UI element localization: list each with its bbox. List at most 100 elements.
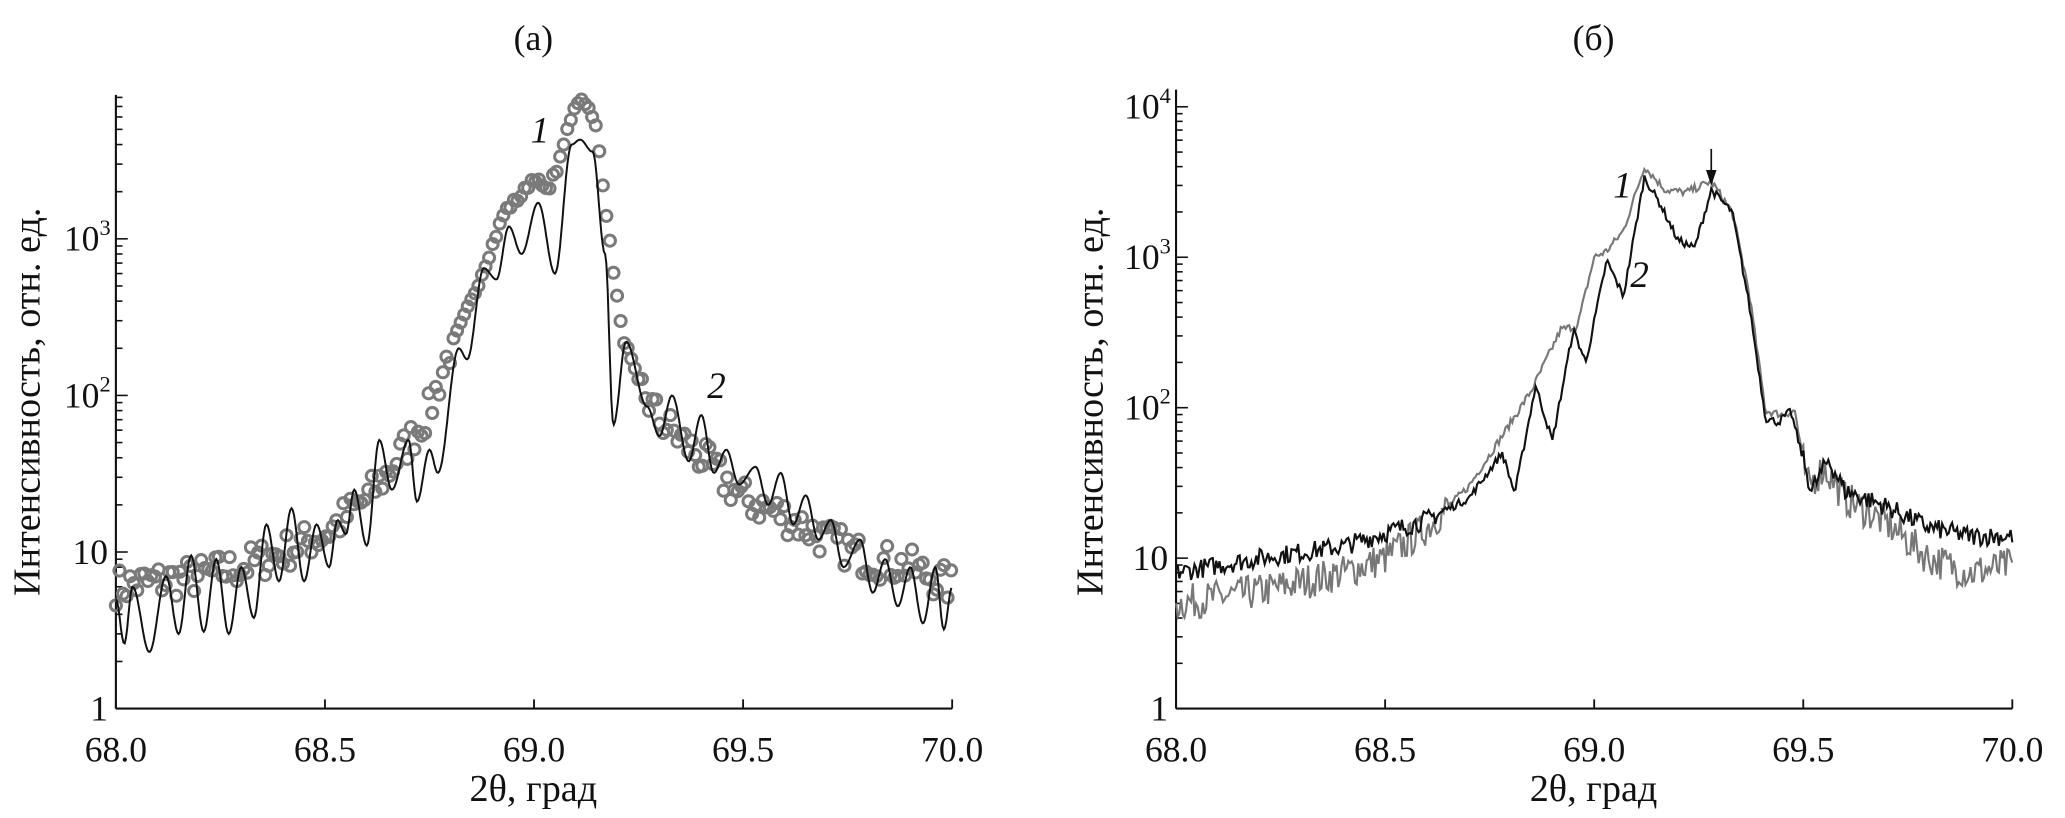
- x-tick-label: 69.0: [503, 729, 565, 769]
- data-point-series-1: [247, 553, 262, 568]
- data-point-series-1: [794, 510, 809, 525]
- data-point-series-1: [183, 558, 198, 573]
- data-point-series-1: [752, 510, 767, 525]
- data-point-series-1: [187, 583, 202, 599]
- data-point-series-1: [851, 532, 866, 547]
- data-point-series-1: [119, 589, 134, 604]
- y-tick-label: 103: [64, 215, 111, 259]
- x-tick-label: 69.5: [1772, 729, 1834, 769]
- panel-a: (а) 2θ, град Интенсивность, отн. ед. 1 2…: [7, 18, 984, 810]
- data-point-series-1: [659, 422, 674, 437]
- data-point-series-1: [485, 236, 500, 252]
- data-point-series-1: [496, 208, 511, 223]
- data-point-series-1: [944, 563, 959, 578]
- panel-b: (б) 2θ, град Интенсивность, отн. ед. 1 2…: [1069, 18, 2043, 810]
- data-point-series-1: [368, 484, 383, 499]
- y-tick-label: 1: [1150, 688, 1168, 728]
- panel-a-series-1-label: 1: [531, 109, 549, 150]
- panel-b-label: (б): [1573, 18, 1615, 58]
- data-point-series-1: [425, 405, 440, 421]
- data-point-series-1: [609, 288, 625, 303]
- data-point-series-1: [592, 144, 607, 159]
- panel-b-series-2-label: 2: [1630, 254, 1648, 295]
- y-tick-label: 104: [1124, 83, 1171, 127]
- data-point-series-1: [389, 456, 404, 471]
- data-point-series-1: [908, 565, 923, 580]
- data-point-series-1: [940, 590, 955, 605]
- data-point-series-1: [777, 499, 792, 514]
- data-point-series-1: [641, 403, 657, 418]
- data-point-series-1: [418, 426, 433, 441]
- data-point-series-1: [880, 539, 895, 554]
- data-point-series-1: [915, 555, 930, 570]
- series-2-line: [1175, 175, 2014, 581]
- data-point-series-1: [222, 550, 237, 565]
- data-point-series-1: [737, 475, 753, 490]
- data-point-series-1: [894, 551, 909, 566]
- panel-b-y-axis-label: Интенсивность, отн. ед.: [1069, 208, 1111, 596]
- panel-a-series-2-label: 2: [707, 365, 725, 406]
- panel-b-x-axis-label: 2θ, град: [1530, 768, 1658, 810]
- data-point-series-1: [428, 379, 443, 394]
- y-tick-label: 10: [1133, 538, 1169, 578]
- data-point-series-1: [688, 448, 703, 463]
- y-tick-label: 102: [1124, 384, 1171, 428]
- x-tick-label: 68.5: [1354, 729, 1416, 769]
- data-point-series-1: [147, 569, 163, 584]
- data-point-series-1: [929, 582, 944, 597]
- data-point-series-1: [595, 178, 610, 193]
- data-point-series-1: [339, 509, 354, 525]
- x-tick-label: 68.0: [85, 729, 147, 769]
- data-point-series-1: [599, 208, 614, 223]
- data-point-series-1: [407, 442, 422, 457]
- panel-b-series-1-label: 1: [1613, 165, 1631, 206]
- y-tick-label: 102: [64, 371, 111, 415]
- data-point-series-1: [375, 481, 390, 496]
- data-point-series-1: [588, 118, 603, 133]
- x-tick-label: 68.0: [1145, 729, 1207, 769]
- data-point-series-1: [801, 532, 816, 547]
- data-point-series-1: [812, 544, 827, 559]
- data-point-series-1: [542, 181, 557, 196]
- data-point-series-1: [634, 371, 649, 387]
- data-point-series-1: [442, 356, 458, 371]
- series-2-line: [115, 138, 953, 653]
- y-tick-label: 10: [72, 532, 108, 572]
- data-point-series-1: [112, 563, 127, 578]
- data-point-series-1: [176, 572, 191, 587]
- data-point-series-1: [172, 564, 187, 579]
- x-tick-label: 68.5: [294, 729, 356, 769]
- data-point-series-1: [663, 408, 678, 423]
- data-point-series-1: [489, 229, 504, 244]
- data-point-series-1: [869, 569, 884, 584]
- data-point-series-1: [364, 468, 379, 483]
- data-point-series-1: [602, 233, 617, 248]
- data-point-series-1: [283, 558, 298, 573]
- data-point-series-1: [649, 392, 664, 407]
- data-point-series-1: [553, 149, 568, 164]
- data-point-series-1: [613, 313, 628, 329]
- panel-a-label: (а): [514, 18, 553, 58]
- data-point-series-1: [606, 265, 621, 280]
- data-point-series-1: [446, 331, 461, 346]
- data-point-series-1: [482, 250, 497, 265]
- data-point-series-1: [684, 433, 699, 448]
- data-point-series-1: [787, 512, 802, 527]
- data-point-series-1: [890, 568, 905, 583]
- data-point-series-1: [549, 164, 564, 179]
- y-tick-label: 103: [1124, 233, 1171, 277]
- data-point-series-1: [720, 470, 735, 485]
- data-point-series-1: [769, 495, 785, 511]
- data-point-series-1: [773, 512, 788, 527]
- data-point-series-1: [190, 568, 205, 584]
- data-point-series-1: [460, 299, 475, 314]
- data-point-series-1: [158, 578, 173, 593]
- data-point-series-1: [837, 558, 852, 573]
- data-point-series-1: [467, 286, 482, 301]
- data-point-series-1: [876, 551, 891, 566]
- x-tick-label: 70.0: [1981, 729, 2043, 769]
- y-tick-label: 1: [90, 688, 108, 728]
- data-point-series-1: [165, 565, 180, 580]
